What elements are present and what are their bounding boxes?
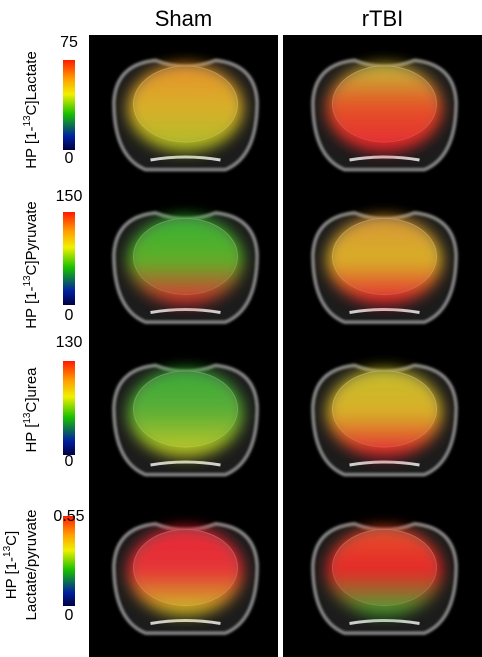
- label-text: HP [: [23, 423, 40, 453]
- row-label: HP [1-13C]Pyruvate: [22, 201, 40, 329]
- skull-base: [349, 619, 420, 625]
- colorbar-min: 0: [65, 453, 74, 470]
- mri-panel: [311, 58, 458, 172]
- colorbar: [63, 516, 75, 606]
- colorbar: [63, 361, 75, 455]
- colorbar-min: 0: [65, 607, 74, 624]
- skull-base: [150, 155, 221, 162]
- colorbar-max: 130: [56, 334, 83, 351]
- colorbar-min: 0: [65, 150, 74, 167]
- colorbar: [63, 60, 75, 150]
- colorbar-min: 0: [65, 307, 74, 324]
- label-text: HP [1-: [23, 287, 40, 329]
- skull-base: [349, 155, 420, 162]
- label-superscript: 13: [2, 545, 13, 557]
- column-header: Sham: [155, 6, 212, 31]
- row-label: HP [1-13C]: [2, 531, 20, 599]
- colorbar-max: 75: [60, 34, 78, 51]
- mri-panel: [112, 58, 259, 172]
- metabolite-overlay: [127, 527, 244, 616]
- label-superscript: 13: [22, 275, 33, 287]
- label-text: C]urea: [23, 367, 40, 413]
- metabolite-overlay: [326, 527, 443, 616]
- row-label: HP [13C]urea: [22, 367, 40, 453]
- colorbar-max: 0.55: [53, 508, 84, 525]
- column-header: rTBI: [362, 6, 404, 31]
- mri-panel: [311, 522, 458, 635]
- metabolite-overlay: [127, 216, 244, 305]
- row-label: HP [1-13C]Lactate: [22, 51, 40, 169]
- mri-panel: [112, 211, 259, 324]
- metabolite-overlay: [326, 64, 443, 152]
- mri-panel: [311, 211, 458, 324]
- label-text: HP [1-: [3, 557, 20, 599]
- metabolite-overlay: [127, 369, 244, 457]
- label-text: C]Lactate: [23, 51, 40, 115]
- metabolite-overlay: [326, 369, 443, 457]
- colorbar: [63, 212, 75, 305]
- metabolite-overlay: [326, 216, 443, 305]
- metabolite-overlay: [127, 64, 244, 152]
- label-text: C]Pyruvate: [23, 201, 40, 275]
- row-label: Lactate/pyruvate: [23, 510, 40, 621]
- skull-base: [349, 308, 420, 314]
- label-superscript: 13: [22, 412, 33, 424]
- label-text: HP [1-: [23, 127, 40, 169]
- column-divider: [278, 35, 283, 657]
- skull-base: [150, 619, 221, 625]
- mri-panel: [311, 363, 458, 477]
- colorbar-max: 150: [56, 188, 83, 205]
- skull-base: [150, 308, 221, 314]
- mri-panel: [112, 363, 259, 477]
- skull-base: [150, 460, 221, 467]
- label-text: C]: [3, 531, 20, 546]
- label-superscript: 13: [22, 115, 33, 127]
- label-text: Lactate/pyruvate: [23, 510, 40, 621]
- skull-base: [349, 460, 420, 467]
- mri-panel: [112, 522, 259, 635]
